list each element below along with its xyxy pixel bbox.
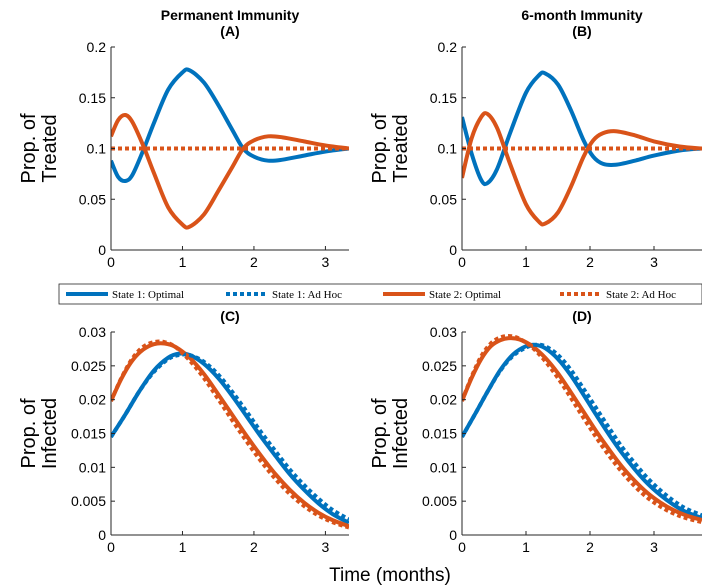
- panel-d: 0 0.005 0.01 0.015 0.02 0.025 0.03 0 1 2 3 (D) Prop.…: [369, 308, 702, 555]
- series-line-state2-optimal: [462, 111, 702, 227]
- y-tick-label: 0.015: [422, 426, 457, 442]
- x-tick-label: 1: [522, 539, 530, 555]
- series-line-state1-optimal: [111, 351, 349, 525]
- y-tick-label: 0.005: [422, 493, 457, 509]
- legend-label: State 1: Ad Hoc: [272, 289, 342, 301]
- series-line-state2-optimal: [111, 341, 349, 529]
- series-group: [462, 70, 702, 227]
- legend-label: State 2: Ad Hoc: [606, 289, 676, 301]
- legend: State 1: Optimal State 1: Ad Hoc State 2…: [58, 283, 702, 305]
- series-line-state1-optimal: [462, 342, 702, 520]
- series-line-state1-adhoc: [462, 342, 702, 518]
- series-line-state1-optimal: [111, 67, 349, 184]
- y-tick-label: 0: [449, 242, 457, 258]
- y-tick-label: 0.2: [87, 39, 107, 55]
- x-tick-label: 0: [458, 539, 466, 555]
- x-tick-label: 1: [179, 254, 187, 270]
- x-tick-label: 3: [322, 254, 330, 270]
- y-tick-label: 0.01: [79, 459, 106, 475]
- panel-title: Permanent Immunity: [161, 7, 300, 23]
- x-tick-label: 2: [586, 254, 594, 270]
- series-group: [111, 339, 349, 530]
- series-line-state1-optimal: [462, 70, 702, 187]
- x-tick-label: 0: [458, 254, 466, 270]
- y-axis-label: Prop. of: [18, 113, 40, 183]
- panels: 0 0.05 0.1 0.15 0.2 0 1 2 3 Permanent Immunity(A)…: [18, 7, 702, 555]
- y-tick-label: 0.2: [438, 39, 458, 55]
- y-axis-label: Treated: [39, 114, 61, 182]
- y-axis-label: Infected: [39, 398, 61, 469]
- y-tick-label: 0: [449, 527, 457, 543]
- panel-c: 0 0.005 0.01 0.015 0.02 0.025 0.03 0 1 2 3 (C) Prop.…: [18, 308, 349, 555]
- series-group: [462, 333, 702, 525]
- y-tick-label: 0.03: [430, 324, 457, 340]
- x-tick-label: 2: [250, 539, 258, 555]
- y-tick-label: 0.02: [430, 392, 457, 408]
- legend-entry-state2-optimal: State 2: Optimal: [383, 289, 501, 301]
- y-tick-label: 0.05: [79, 191, 106, 207]
- series-line-state1-adhoc: [111, 352, 349, 522]
- x-tick-label: 0: [107, 539, 115, 555]
- legend-entry-state1-optimal: State 1: Optimal: [66, 289, 184, 301]
- y-axis-label: Prop. of: [369, 113, 391, 183]
- x-tick-label: 3: [322, 539, 330, 555]
- y-tick-label: 0.15: [430, 90, 457, 106]
- y-tick-label: 0.05: [430, 191, 457, 207]
- series-line-state2-adhoc: [111, 339, 349, 530]
- panel-letter: (A): [220, 23, 239, 39]
- y-tick-label: 0.1: [87, 141, 107, 157]
- legend-label: State 2: Optimal: [429, 289, 501, 301]
- y-tick-label: 0: [98, 242, 106, 258]
- y-tick-label: 0: [98, 527, 106, 543]
- panel-title: 6-month Immunity: [521, 7, 643, 23]
- panel-a: 0 0.05 0.1 0.15 0.2 0 1 2 3 Permanent Immunity(A)…: [18, 7, 349, 270]
- x-tick-label: 2: [586, 539, 594, 555]
- y-tick-label: 0.025: [71, 358, 106, 374]
- x-axis-label: Time (months): [329, 565, 451, 586]
- legend-entry-state1-adhoc: State 1: Ad Hoc: [226, 289, 342, 301]
- panel-letter: (B): [572, 23, 591, 39]
- y-tick-label: 0.01: [430, 459, 457, 475]
- y-tick-label: 0.15: [79, 90, 106, 106]
- y-axis-label: Infected: [390, 398, 412, 469]
- series-line-state2-optimal: [111, 112, 349, 230]
- legend-entry-state2-adhoc: State 2: Ad Hoc: [560, 289, 676, 301]
- y-tick-label: 0.1: [438, 141, 458, 157]
- x-tick-label: 3: [650, 254, 658, 270]
- y-axis-label: Treated: [390, 114, 412, 182]
- y-tick-label: 0.015: [71, 426, 106, 442]
- y-tick-label: 0.025: [422, 358, 457, 374]
- x-tick-label: 1: [522, 254, 530, 270]
- panel-b: 0 0.05 0.1 0.15 0.2 0 1 2 3 6-month Immunity(B) Pr…: [369, 7, 702, 270]
- x-tick-label: 2: [250, 254, 258, 270]
- panel-letter: (C): [220, 308, 239, 324]
- y-axis-label: Prop. of: [18, 398, 40, 468]
- series-line-state2-optimal: [462, 336, 702, 523]
- series-group: [111, 67, 349, 230]
- panel-letter: (D): [572, 308, 591, 324]
- y-tick-label: 0.005: [71, 493, 106, 509]
- x-tick-label: 3: [650, 539, 658, 555]
- legend-label: State 1: Optimal: [112, 289, 184, 301]
- x-tick-label: 0: [107, 254, 115, 270]
- y-axis-label: Prop. of: [369, 398, 391, 468]
- legend-box: [58, 283, 702, 305]
- x-tick-label: 1: [179, 539, 187, 555]
- y-tick-label: 0.02: [79, 392, 106, 408]
- y-tick-label: 0.03: [79, 324, 106, 340]
